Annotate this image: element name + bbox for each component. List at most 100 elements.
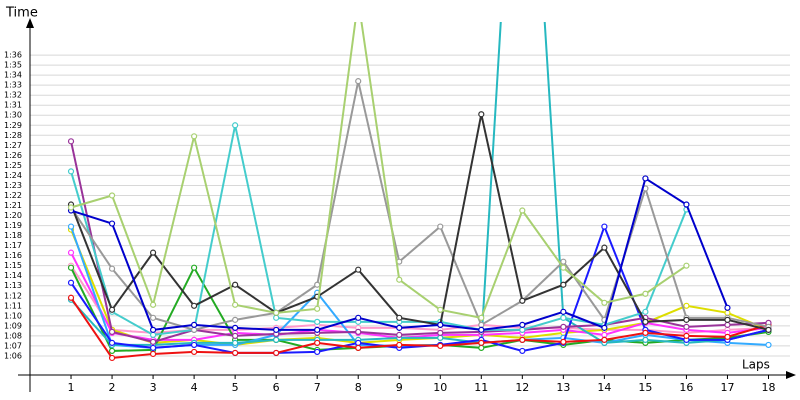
point-marker [191, 348, 198, 356]
point-marker [232, 316, 239, 323]
point-marker [149, 331, 157, 338]
y-tick-label: 1:14 [4, 271, 22, 280]
point-marker [355, 339, 362, 347]
point-marker [396, 276, 403, 283]
point-marker [642, 329, 649, 336]
point-marker [191, 302, 198, 309]
point-marker [519, 336, 526, 343]
point-marker [314, 281, 321, 288]
point-marker [560, 258, 567, 265]
point-marker [314, 339, 321, 347]
x-axis-arrow [786, 371, 796, 379]
x-axis-title: Laps [742, 358, 770, 372]
point-marker [437, 321, 444, 328]
x-tick-label: 7 [314, 381, 321, 394]
point-marker [67, 168, 75, 175]
point-marker [724, 304, 731, 311]
point-marker [478, 339, 485, 347]
y-tick-label: 1:26 [4, 151, 22, 160]
point-marker [478, 321, 485, 328]
point-marker [560, 314, 567, 321]
y-tick-label: 1:13 [4, 281, 22, 290]
point-marker [273, 336, 280, 343]
x-tick-label: 16 [679, 381, 693, 394]
point-marker [601, 336, 608, 343]
point-marker [519, 207, 526, 214]
x-tick-label: 14 [597, 381, 611, 394]
x-tick-label: 10 [433, 381, 447, 394]
point-marker [232, 339, 239, 347]
point-marker [149, 350, 157, 358]
point-marker [355, 328, 362, 335]
point-marker [314, 326, 321, 333]
point-marker [519, 297, 526, 304]
series-line [70, 22, 687, 319]
point-marker [191, 341, 198, 349]
point-marker [314, 305, 321, 312]
point-marker [149, 338, 157, 346]
point-marker [191, 326, 198, 333]
point-marker [149, 301, 157, 308]
point-marker [396, 314, 403, 321]
series-line [70, 125, 688, 336]
point-marker [560, 338, 567, 346]
x-tick-label: 15 [638, 381, 652, 394]
y-tick-label: 1:17 [4, 241, 22, 250]
x-tick-label: 18 [761, 381, 775, 394]
point-marker [149, 344, 157, 352]
series-line [70, 22, 769, 346]
point-marker [724, 309, 731, 316]
point-marker [149, 326, 157, 333]
point-marker [108, 192, 116, 199]
y-tick-label: 1:29 [4, 121, 22, 130]
point-marker [437, 334, 444, 341]
point-marker [765, 326, 772, 333]
series-line [70, 176, 729, 331]
series-line [70, 223, 769, 354]
point-marker [642, 175, 649, 182]
point-marker [683, 262, 690, 269]
y-tick-label: 1:24 [4, 171, 22, 180]
point-marker [642, 308, 649, 315]
point-marker [273, 314, 280, 321]
y-tick-label: 1:18 [4, 231, 22, 240]
y-tick-label: 1:32 [4, 91, 22, 100]
point-marker [355, 78, 362, 85]
point-marker [108, 220, 116, 227]
x-tick-label: 3 [150, 381, 157, 394]
y-axis-title: Time [5, 6, 38, 21]
point-marker [683, 323, 690, 330]
point-marker [232, 122, 239, 129]
point-marker [355, 314, 362, 321]
point-marker [273, 326, 280, 333]
y-tick-label: 1:16 [4, 251, 22, 260]
x-tick-label: 4 [191, 381, 198, 394]
point-marker [478, 314, 485, 321]
point-marker [232, 281, 239, 288]
point-marker [601, 299, 608, 306]
point-marker [67, 204, 75, 211]
y-tick-label: 1:30 [4, 111, 22, 120]
y-tick-label: 1:08 [4, 331, 22, 340]
y-tick-label: 1:12 [4, 291, 22, 300]
point-marker [601, 244, 608, 251]
x-tick-label: 17 [720, 381, 734, 394]
point-marker [108, 306, 116, 313]
point-marker [683, 316, 690, 323]
y-tick-label: 1:20 [4, 211, 22, 220]
point-marker [765, 341, 772, 349]
point-marker [232, 332, 239, 339]
y-tick-label: 1:07 [4, 341, 22, 350]
point-marker [601, 331, 608, 338]
y-tick-label: 1:10 [4, 311, 22, 320]
point-marker [108, 265, 116, 272]
point-marker [437, 329, 444, 336]
point-marker [314, 318, 321, 325]
x-tick-label: 11 [474, 381, 488, 394]
point-marker [642, 290, 649, 297]
point-marker [601, 324, 608, 331]
y-axis-arrow [26, 18, 34, 28]
point-marker [67, 249, 75, 256]
point-marker [108, 347, 116, 355]
